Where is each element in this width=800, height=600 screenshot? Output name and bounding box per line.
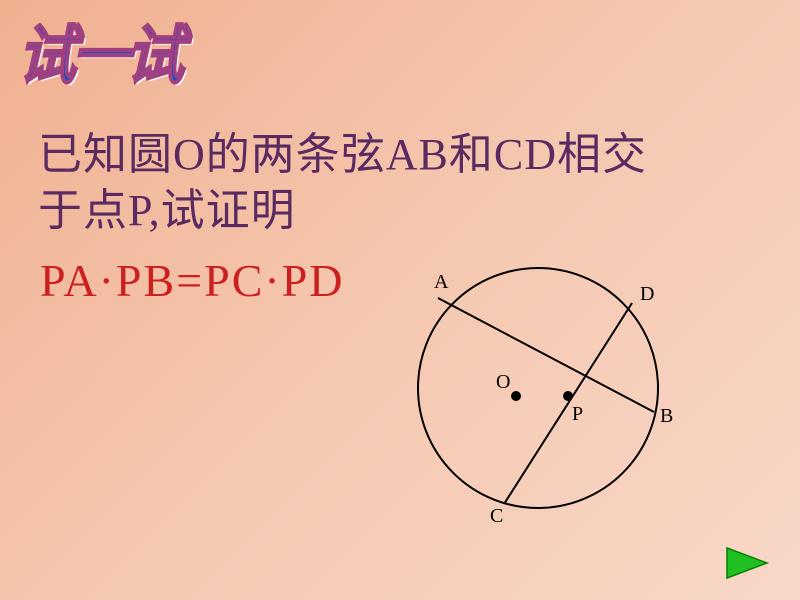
problem-text-line2: 于点P,试证明 bbox=[38, 174, 296, 238]
label-p: P bbox=[572, 403, 583, 425]
label-c: C bbox=[490, 505, 503, 527]
chord-ab bbox=[438, 298, 654, 412]
problem-text-line1: 已知圆O的两条弦AB和CD相交 bbox=[38, 118, 647, 182]
chord-cd bbox=[504, 303, 632, 504]
label-b: B bbox=[660, 405, 673, 427]
play-icon bbox=[727, 548, 767, 578]
slide-title: 试一试 bbox=[18, 4, 180, 96]
center-dot-o bbox=[511, 391, 521, 401]
label-o: O bbox=[496, 371, 510, 393]
geometry-diagram: A B C D O P bbox=[388, 238, 688, 538]
next-slide-button[interactable] bbox=[722, 544, 772, 582]
label-a: A bbox=[434, 271, 449, 293]
point-dot-p bbox=[563, 391, 573, 401]
label-d: D bbox=[640, 283, 654, 305]
equation-text: PA·PB=PC·PD bbox=[40, 254, 345, 307]
circle-o bbox=[418, 268, 658, 508]
